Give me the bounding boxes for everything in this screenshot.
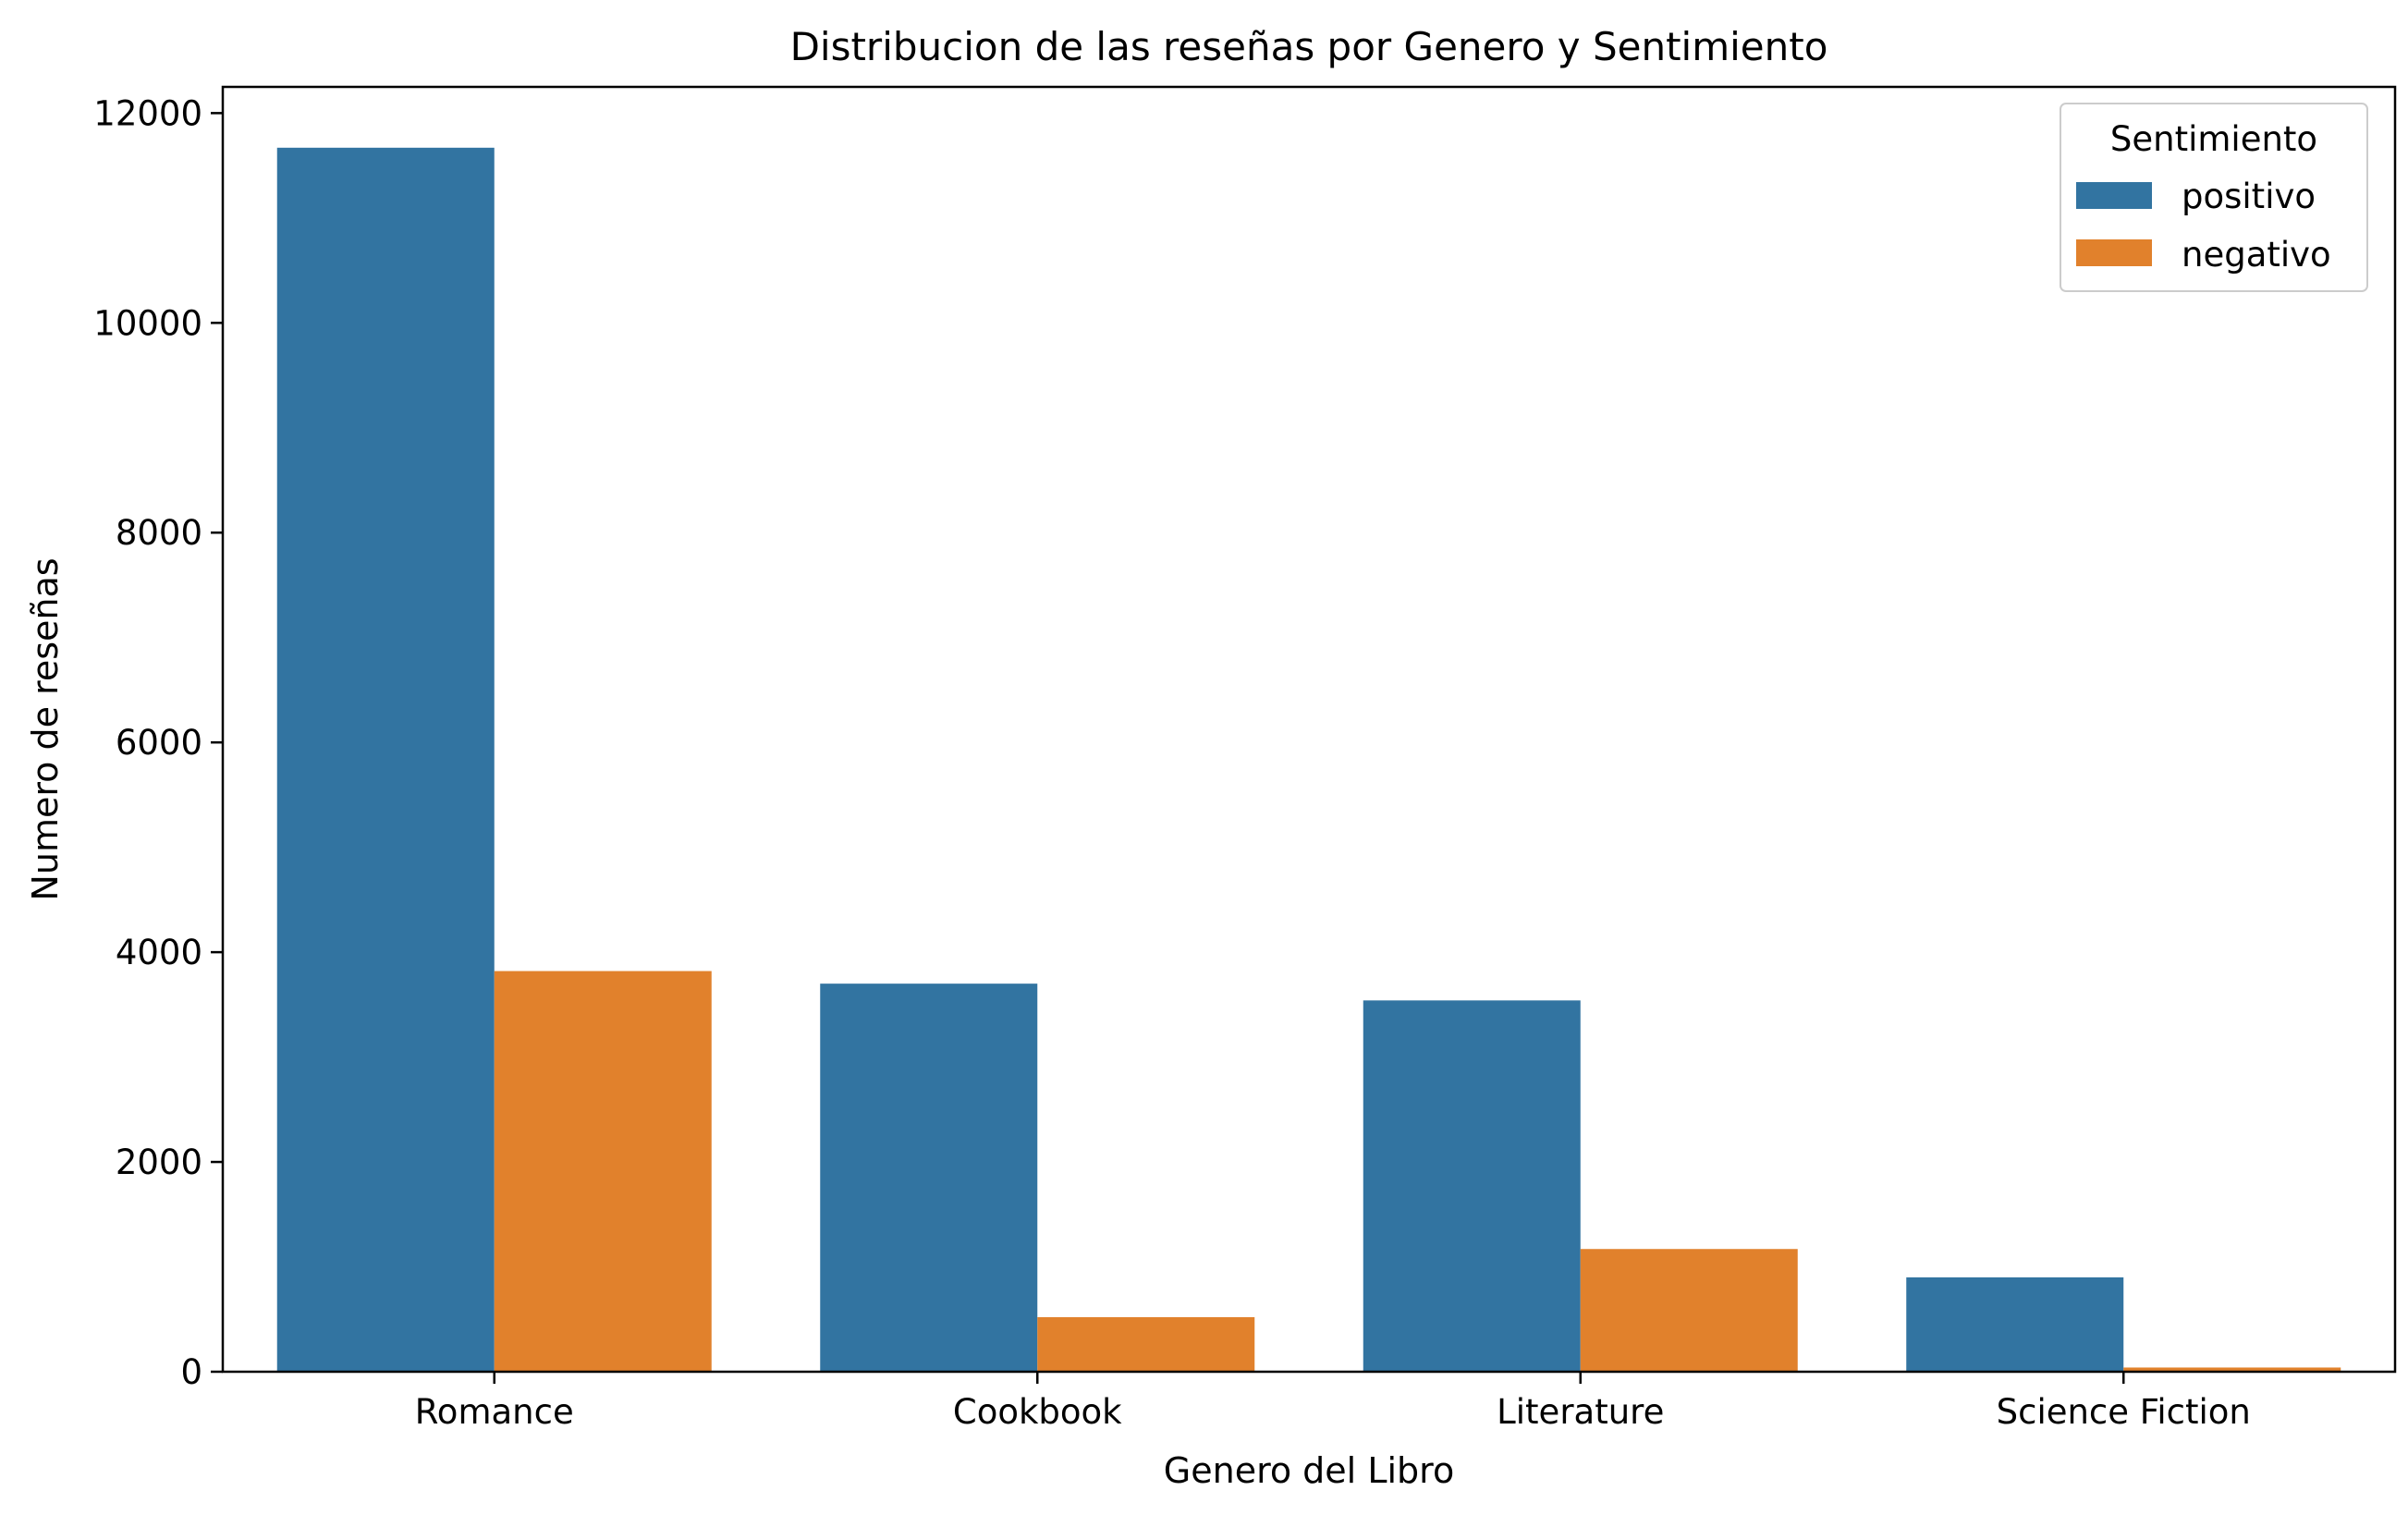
bar-positivo-romance [276,147,495,1372]
y-tick-label: 12000 [93,93,202,133]
legend-title: Sentimiento [2110,119,2317,159]
bar-series [276,147,2341,1372]
x-tick-label: Literature [1497,1392,1664,1432]
bar-negativo-science-fiction [2123,1367,2341,1372]
legend-swatch-negativo [2076,239,2152,266]
bar-negativo-romance [494,971,712,1372]
x-tick-label: Cookbook [953,1392,1122,1432]
bar-negativo-cookbook [1037,1316,1255,1372]
y-axis-ticks: 0 2000 4000 6000 8000 10000 12000 [93,93,223,1392]
y-tick-label: 6000 [116,723,202,763]
bar-positivo-science-fiction [1906,1277,2124,1372]
y-tick-label: 8000 [116,513,202,553]
x-tick-label: Science Fiction [1997,1392,2251,1432]
bar-negativo-literature [1580,1249,1798,1372]
chart-title: Distribucion de las reseñas por Genero y… [790,24,1828,69]
plot-frame [221,85,2397,1374]
y-tick-label: 0 [180,1352,202,1392]
y-tick-label: 2000 [116,1142,202,1182]
y-tick-label: 10000 [93,303,202,343]
bar-positivo-cookbook [820,984,1038,1372]
x-tick-label: Romance [415,1392,574,1432]
legend-swatch-positivo [2076,182,2152,209]
x-axis-label: Genero del Libro [1164,1450,1454,1491]
legend-label-positivo: positivo [2182,177,2316,216]
legend: Sentimiento positivo negativo [2060,103,2368,292]
legend-label-negativo: negativo [2182,235,2331,275]
y-tick-label: 4000 [116,933,202,972]
x-axis-ticks: Romance Cookbook Literature Science Fiction [415,1372,2251,1432]
y-axis-label: Numero de reseñas [25,557,66,900]
bar-positivo-literature [1363,1000,1581,1372]
